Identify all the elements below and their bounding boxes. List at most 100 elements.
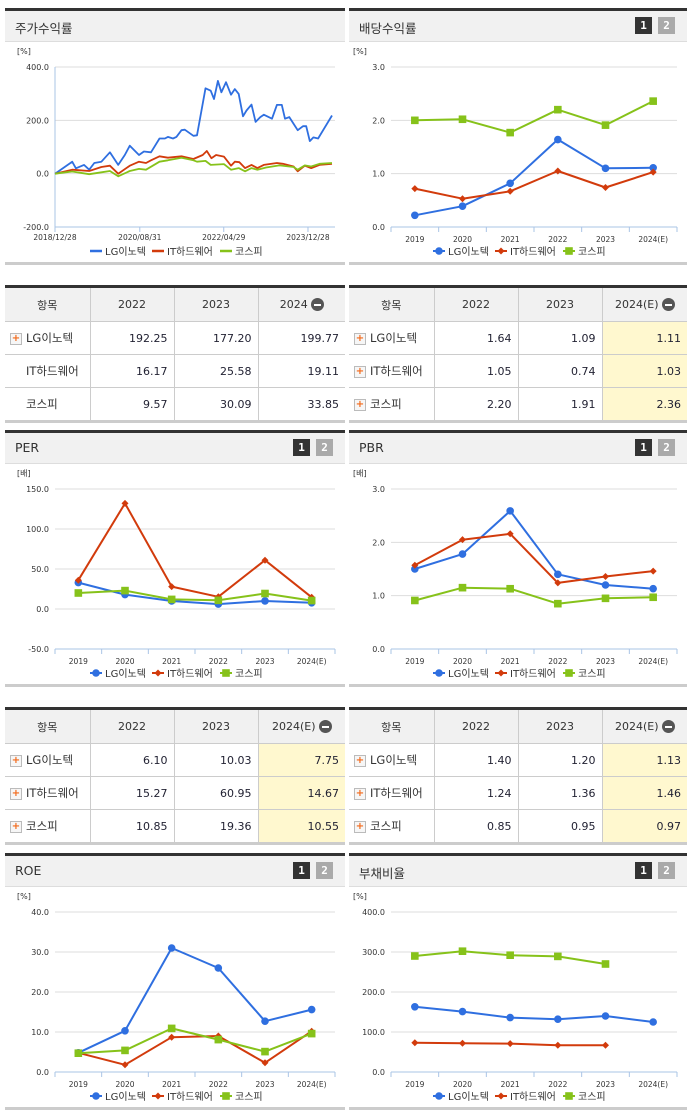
data-point[interactable] — [459, 1039, 466, 1047]
page-1-button[interactable]: 1 — [635, 862, 652, 879]
page-1-button[interactable]: 1 — [635, 439, 652, 456]
data-point[interactable] — [458, 947, 467, 955]
collapse-minus-icon[interactable] — [661, 720, 675, 734]
data-point[interactable] — [411, 185, 419, 193]
data-point[interactable] — [601, 121, 610, 129]
data-point[interactable] — [554, 599, 562, 608]
legend-item[interactable]: IT하드웨어 — [495, 245, 556, 258]
data-point[interactable] — [261, 1017, 269, 1025]
legend-item[interactable]: IT하드웨어 — [495, 667, 556, 680]
legend-item[interactable]: 코스피 — [563, 1091, 606, 1103]
expand-plus-icon[interactable]: + — [10, 820, 22, 833]
page-2-button[interactable]: 2 — [316, 439, 333, 456]
data-point[interactable] — [214, 964, 223, 972]
page-2-button[interactable]: 2 — [658, 862, 675, 879]
data-point[interactable] — [602, 572, 609, 580]
data-point[interactable] — [506, 951, 514, 959]
legend-marker[interactable] — [435, 669, 443, 677]
legend-marker[interactable] — [154, 1092, 162, 1100]
data-point[interactable] — [458, 583, 467, 592]
data-point[interactable] — [307, 596, 316, 605]
data-point[interactable] — [121, 1027, 129, 1035]
data-point[interactable] — [261, 556, 269, 564]
data-point[interactable] — [506, 1013, 514, 1022]
legend-marker[interactable] — [154, 669, 162, 677]
data-point[interactable] — [649, 164, 657, 172]
data-point[interactable] — [411, 1003, 419, 1011]
data-point[interactable] — [411, 596, 419, 605]
data-point[interactable] — [121, 1061, 129, 1069]
legend-item[interactable]: LG이노텍 — [433, 1091, 489, 1103]
data-point[interactable] — [168, 1033, 176, 1041]
data-point[interactable] — [601, 960, 610, 968]
page-1-button[interactable]: 1 — [635, 17, 652, 34]
page-1-button[interactable]: 1 — [293, 439, 310, 456]
legend-marker[interactable] — [222, 669, 230, 677]
legend-item[interactable]: IT하드웨어 — [152, 667, 213, 680]
expand-plus-icon[interactable]: + — [354, 398, 366, 411]
data-point[interactable] — [411, 565, 419, 573]
data-point[interactable] — [214, 1035, 223, 1044]
data-point[interactable] — [411, 1039, 419, 1047]
legend-item[interactable]: 코스피 — [220, 246, 263, 258]
legend-item[interactable]: LG이노텍 — [90, 1091, 146, 1103]
data-point[interactable] — [554, 105, 562, 114]
data-point[interactable] — [167, 944, 176, 952]
data-point[interactable] — [411, 116, 419, 125]
data-point[interactable] — [458, 115, 467, 124]
data-point[interactable] — [506, 187, 514, 195]
data-point[interactable] — [649, 593, 657, 602]
data-point[interactable] — [649, 567, 657, 575]
expand-plus-icon[interactable]: + — [10, 754, 22, 767]
data-point[interactable] — [459, 536, 466, 544]
data-point[interactable] — [307, 1005, 316, 1014]
data-point[interactable] — [554, 1015, 562, 1023]
data-point[interactable] — [458, 1007, 467, 1016]
legend-marker[interactable] — [565, 1092, 573, 1100]
collapse-minus-icon[interactable] — [661, 298, 675, 312]
data-point[interactable] — [602, 184, 609, 192]
data-point[interactable] — [649, 1018, 657, 1026]
collapse-minus-icon[interactable] — [310, 298, 324, 312]
data-point[interactable] — [261, 589, 269, 598]
legend-item[interactable]: 코스피 — [563, 668, 606, 680]
legend-marker[interactable] — [222, 1092, 230, 1100]
data-point[interactable] — [601, 581, 610, 589]
data-point[interactable] — [554, 135, 562, 144]
data-point[interactable] — [167, 1024, 176, 1033]
data-point[interactable] — [554, 167, 562, 175]
data-point[interactable] — [506, 507, 514, 515]
data-point[interactable] — [458, 202, 467, 210]
page-1-button[interactable]: 1 — [293, 862, 310, 879]
data-point[interactable] — [506, 584, 514, 593]
data-point[interactable] — [214, 596, 223, 605]
data-point[interactable] — [649, 97, 657, 105]
data-point[interactable] — [601, 164, 610, 173]
legend-marker[interactable] — [497, 1092, 505, 1100]
data-point[interactable] — [74, 576, 82, 584]
legend-marker[interactable] — [497, 669, 505, 677]
data-point[interactable] — [602, 1041, 609, 1049]
data-point[interactable] — [74, 589, 83, 597]
expand-plus-icon[interactable]: + — [10, 332, 22, 345]
data-point[interactable] — [506, 128, 514, 137]
data-point[interactable] — [261, 1047, 269, 1056]
legend-item[interactable]: LG이노텍 — [433, 668, 489, 680]
expand-plus-icon[interactable]: + — [354, 365, 366, 378]
legend-marker[interactable] — [497, 247, 505, 255]
legend-item[interactable]: LG이노텍 — [90, 246, 146, 258]
page-2-button[interactable]: 2 — [658, 17, 675, 34]
expand-plus-icon[interactable]: + — [10, 787, 22, 800]
data-point[interactable] — [411, 211, 419, 220]
legend-marker[interactable] — [435, 1092, 443, 1100]
legend-item[interactable]: 코스피 — [220, 668, 263, 680]
data-point[interactable] — [411, 561, 419, 569]
legend-item[interactable]: IT하드웨어 — [152, 1090, 213, 1103]
data-point[interactable] — [411, 952, 419, 960]
legend-item[interactable]: IT하드웨어 — [495, 1090, 556, 1103]
legend-item[interactable]: 코스피 — [563, 246, 606, 258]
data-point[interactable] — [554, 952, 562, 961]
legend-marker[interactable] — [565, 247, 573, 255]
data-point[interactable] — [554, 1041, 562, 1049]
data-point[interactable] — [506, 530, 514, 538]
